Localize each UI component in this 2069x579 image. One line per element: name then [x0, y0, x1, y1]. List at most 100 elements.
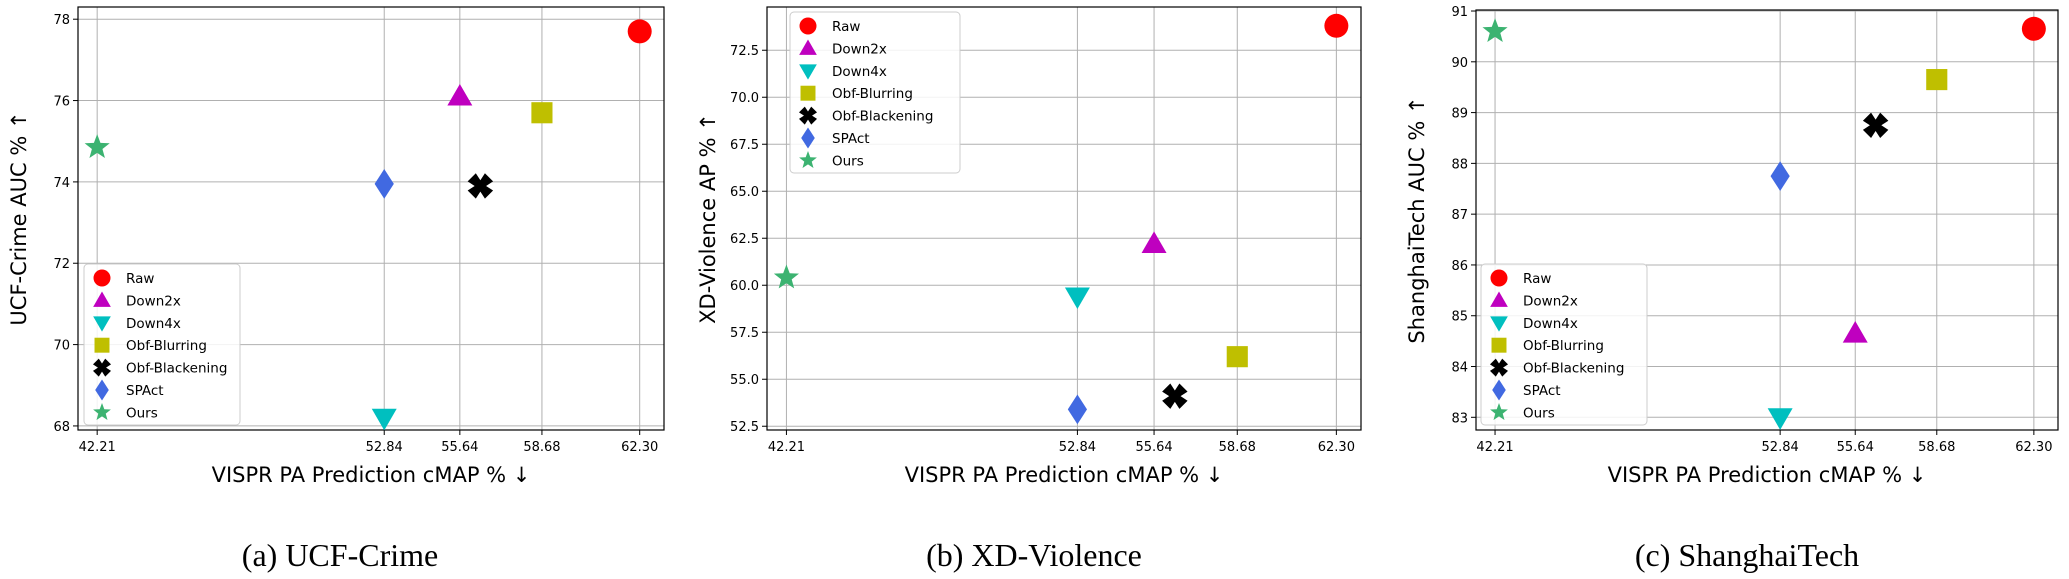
legend-marker-raw: [799, 17, 817, 35]
data-point-raw: [627, 19, 652, 44]
legend-label: SPAct: [832, 131, 870, 147]
x-tick-label: 42.21: [1476, 440, 1513, 455]
legend-label: Ours: [126, 405, 158, 421]
subfigure-caption: (c) ShanghaiTech: [1635, 537, 1859, 573]
legend-marker-down4x: [93, 316, 111, 332]
y-tick-label: 86: [1451, 259, 1468, 274]
data-point-obf-blackening: [1162, 383, 1188, 409]
x-tick-label: 58.68: [523, 440, 560, 455]
x-axis-label: VISPR PA Prediction cMAP % ↓: [212, 463, 531, 487]
chart-panel-3: 42.21 52.84 55.64 58.68 62.30 83 84 85 86 87 88 89 9…: [1405, 5, 2059, 573]
data-point-spact: [1067, 394, 1088, 425]
y-tick-label: 88: [1451, 157, 1468, 172]
y-axis-label: UCF-Crime AUC % ↑: [7, 111, 31, 325]
legend-box: [83, 263, 241, 426]
data-point-down4x: [1767, 408, 1793, 430]
legend-label: SPAct: [126, 383, 164, 399]
legend: Raw Down2x Down4x Obf-Blurring Obf-Blackenin…: [789, 11, 961, 174]
legend-label: Raw: [126, 271, 154, 287]
legend-marker-spact: [95, 379, 109, 401]
data-point-down2x: [1141, 231, 1167, 253]
x-tick-label: 62.30: [621, 440, 658, 455]
data-point-down4x: [1064, 287, 1090, 310]
legend-marker-raw: [1490, 269, 1508, 287]
data-point-obf-blackening: [467, 173, 494, 199]
legend-label: Obf-Blurring: [126, 338, 207, 354]
y-tick-label: 76: [53, 95, 70, 110]
legend-label: Obf-Blurring: [832, 86, 913, 102]
y-tick-label: 78: [53, 13, 70, 28]
y-tick-label: 70: [53, 339, 70, 354]
data-point-ours: [773, 264, 799, 289]
legend-box: [1480, 263, 1648, 426]
legend-marker-obf-blackening: [92, 358, 112, 377]
subfigure-caption: (b) XD-Violence: [926, 537, 1142, 573]
legend: Raw Down2x Down4x Obf-Blurring Obf-Blackenin…: [83, 263, 241, 426]
legend-label: Down4x: [832, 64, 887, 80]
legend-marker-down2x: [1490, 291, 1508, 307]
y-tick-label: 89: [1451, 107, 1468, 122]
y-tick-label: 68: [53, 420, 70, 435]
plot-frame: [766, 6, 1362, 431]
legend-marker-ours: [799, 151, 817, 168]
legend-label: Down2x: [126, 293, 181, 309]
y-tick-label: 60.0: [730, 279, 759, 294]
y-tick-label: 52.5: [730, 420, 759, 435]
y-tick-label: 70.0: [730, 91, 759, 106]
legend-marker-obf-blurring: [800, 85, 816, 101]
data-point-down2x: [447, 83, 473, 106]
x-tick-label: 52.84: [1059, 440, 1096, 455]
data-point-obf-blurring: [1926, 69, 1948, 91]
y-tick-label: 62.5: [730, 232, 759, 247]
legend-label: Down4x: [1523, 316, 1578, 332]
data-point-obf-blurring: [1226, 346, 1248, 368]
data-point-ours: [1482, 18, 1508, 43]
data-point-down4x: [371, 408, 397, 431]
x-tick-label: 55.64: [1837, 440, 1874, 455]
legend-marker-spact: [801, 127, 815, 149]
legend-box: [789, 11, 961, 174]
y-tick-label: 55.0: [730, 373, 759, 388]
y-tick-label: 72.5: [730, 44, 759, 59]
data-point-spact: [1770, 161, 1790, 191]
x-tick-label: 55.64: [441, 440, 478, 455]
plot-frame: [77, 6, 665, 431]
x-tick-label: 42.21: [768, 440, 805, 455]
x-tick-label: 52.84: [1762, 440, 1799, 455]
x-axis-label: VISPR PA Prediction cMAP % ↓: [905, 463, 1224, 487]
y-tick-label: 83: [1451, 411, 1468, 426]
legend-marker-obf-blurring: [94, 337, 110, 353]
legend-label: Ours: [832, 153, 864, 169]
x-tick-label: 58.68: [1219, 440, 1256, 455]
legend-marker-obf-blackening: [798, 106, 818, 125]
y-tick-label: 72: [53, 257, 70, 272]
legend-label: Down4x: [126, 316, 181, 332]
legend-marker-down4x: [1490, 316, 1508, 332]
legend-marker-spact: [1492, 379, 1506, 401]
data-point-spact: [374, 169, 394, 199]
y-tick-label: 91: [1451, 5, 1468, 20]
legend-marker-ours: [1490, 403, 1508, 420]
legend-marker-raw: [93, 269, 111, 287]
x-tick-label: 52.84: [366, 440, 403, 455]
plot-frame: [1475, 9, 2059, 431]
legend: Raw Down2x Down4x Obf-Blurring Obf-Blackenin…: [1480, 263, 1648, 426]
legend-marker-obf-blackening: [1489, 358, 1509, 377]
legend-marker-down4x: [799, 64, 817, 80]
legend-marker-obf-blurring: [1491, 337, 1507, 353]
data-point-obf-blackening: [1862, 112, 1889, 139]
x-axis-label: VISPR PA Prediction cMAP % ↓: [1608, 463, 1927, 487]
x-tick-label: 62.30: [1318, 440, 1355, 455]
chart-panel-1: 42.21 52.84 55.64 58.68 62.30 68 70 72 74 76 78 VIS…: [7, 6, 665, 573]
y-tick-label: 65.0: [730, 185, 759, 200]
y-tick-label: 74: [53, 176, 70, 191]
subfigure-caption: (a) UCF-Crime: [242, 537, 438, 573]
y-axis-label: ShanghaiTech AUC % ↑: [1405, 96, 1429, 343]
x-tick-label: 58.68: [1918, 440, 1955, 455]
legend-label: Ours: [1523, 405, 1555, 421]
y-tick-label: 87: [1451, 208, 1468, 223]
y-tick-label: 57.5: [730, 326, 759, 341]
legend-label: Obf-Blurring: [1523, 338, 1604, 354]
data-point-ours: [84, 134, 110, 159]
